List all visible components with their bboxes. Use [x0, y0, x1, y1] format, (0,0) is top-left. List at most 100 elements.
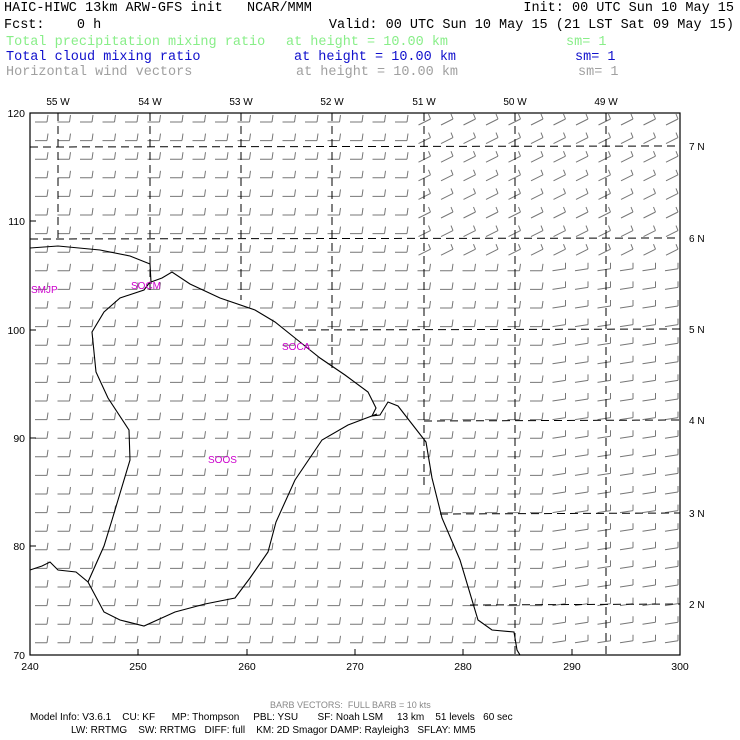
wind-barb — [57, 449, 71, 458]
wind-barb — [305, 505, 319, 514]
wind-barb — [215, 356, 229, 365]
wind-barb — [147, 133, 161, 142]
wind-barb — [597, 579, 611, 588]
wind-barb — [574, 355, 589, 365]
wind-barb — [260, 486, 274, 495]
wind-barb — [282, 133, 296, 142]
wind-barb — [237, 282, 251, 290]
model-info-line2: LW: RRTMG SW: RRTMG DIFF: full KM: 2D Sm… — [71, 725, 476, 736]
wind-barb — [170, 542, 184, 551]
wind-barb — [395, 133, 409, 142]
wind-barb — [305, 319, 319, 328]
wind-barb — [664, 467, 679, 476]
wind-barb — [282, 319, 296, 328]
wind-barb — [35, 133, 49, 142]
wind-barb — [170, 189, 184, 197]
wind-barb — [372, 486, 386, 495]
wind-barb — [125, 393, 139, 402]
wind-barb — [507, 431, 521, 439]
wind-barb — [102, 114, 116, 123]
wind-barb — [574, 281, 589, 290]
wind-barb — [102, 226, 116, 235]
wind-barb — [417, 505, 431, 514]
wind-barb — [643, 244, 656, 256]
wind-barb — [327, 524, 341, 532]
wind-barb — [102, 635, 116, 644]
wind-barb — [530, 561, 544, 569]
wind-barb — [305, 263, 319, 272]
wind-barb — [192, 226, 206, 235]
wind-barb — [35, 319, 49, 328]
wind-barb — [237, 170, 251, 179]
wind-barb — [192, 356, 206, 365]
wind-barb — [192, 133, 206, 142]
wind-barb — [305, 207, 319, 216]
wind-barb — [57, 319, 71, 328]
wind-barb — [215, 207, 229, 216]
wind-barb — [57, 114, 71, 123]
wind-barb — [215, 412, 229, 421]
wind-barb — [147, 356, 161, 365]
wind-barb — [508, 206, 521, 219]
wind-barb — [598, 206, 611, 219]
wind-barb — [170, 468, 184, 476]
wind-barb — [395, 468, 409, 476]
wind-barb — [574, 448, 589, 458]
wind-barb — [80, 319, 94, 328]
wind-barb — [350, 412, 364, 421]
wind-barb — [57, 152, 71, 160]
wind-barb — [620, 206, 634, 219]
wind-barb — [485, 338, 499, 346]
wind-barb — [619, 411, 634, 421]
wind-barb — [507, 375, 521, 383]
wind-barb — [664, 541, 679, 551]
wind-barb — [619, 430, 634, 439]
wind-barb — [507, 524, 521, 532]
wind-barb — [192, 524, 206, 532]
wind-barb — [440, 206, 454, 219]
wind-barb — [125, 524, 139, 532]
wind-barb — [552, 616, 566, 625]
wind-barb — [305, 170, 319, 179]
wind-barb — [102, 282, 116, 290]
wind-barb — [574, 541, 589, 551]
wind-barb — [102, 375, 116, 383]
wind-barb — [192, 263, 206, 272]
wind-barb — [35, 152, 49, 160]
wind-barb — [417, 542, 431, 551]
wind-barb — [35, 579, 49, 588]
wind-barb — [440, 282, 454, 290]
wind-barb — [327, 282, 341, 290]
wind-barb — [395, 486, 409, 495]
wind-barb — [553, 244, 566, 256]
wind-barb — [305, 635, 319, 644]
wind-barb — [57, 468, 71, 476]
wind-barb — [147, 505, 161, 514]
wind-barb — [665, 225, 679, 238]
wind-barb — [575, 225, 589, 238]
wind-barb — [463, 132, 476, 145]
wind-barb — [305, 524, 319, 532]
wind-barb — [282, 617, 296, 625]
wind-barb — [80, 468, 94, 476]
wind-barb — [619, 616, 634, 625]
wind-barb — [574, 262, 589, 272]
wind-barb — [395, 375, 409, 383]
wind-barb — [170, 449, 184, 458]
barb-legend-note: BARB VECTORS: FULL BARB = 10 kts — [270, 700, 431, 710]
wind-barb — [395, 152, 409, 160]
wind-barb — [170, 170, 184, 179]
wind-barb — [305, 431, 319, 439]
wind-barb — [620, 169, 634, 182]
wind-barb — [170, 412, 184, 421]
wind-barb — [305, 300, 319, 309]
wind-barb — [57, 579, 71, 588]
wind-barb — [463, 244, 476, 256]
wind-barb — [102, 431, 116, 439]
lon-label: 53 W — [229, 97, 253, 108]
wind-barb — [507, 263, 521, 272]
wind-barb — [57, 431, 71, 439]
wind-barb — [463, 188, 476, 200]
latlon-grid — [29, 113, 681, 655]
wind-barb — [125, 375, 139, 383]
